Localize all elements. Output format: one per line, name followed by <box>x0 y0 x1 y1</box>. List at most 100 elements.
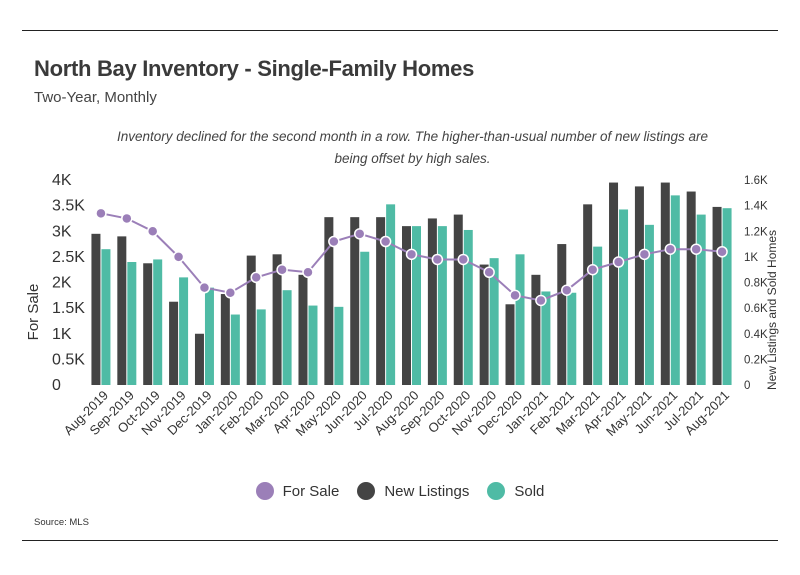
left-tick-label: 1K <box>52 326 72 343</box>
for-sale-point <box>483 266 495 278</box>
right-tick-label: 1.4K <box>744 201 768 213</box>
bar-sold <box>282 290 292 385</box>
bar-new-listings <box>660 182 670 385</box>
for-sale-point <box>509 289 521 302</box>
bar-new-listings <box>557 244 567 385</box>
bar-new-listings <box>609 182 619 385</box>
bar-new-listings <box>246 255 256 385</box>
bar-sold <box>463 229 473 385</box>
left-tick-label: 1.5K <box>52 300 85 317</box>
bar-sold <box>670 195 680 385</box>
for-sale-point <box>638 248 651 261</box>
for-sale-point <box>586 263 599 276</box>
bar-sold <box>696 214 706 385</box>
right-tick-label: 0.4K <box>744 329 768 341</box>
legend-swatch-sold <box>487 482 506 500</box>
for-sale-point <box>431 253 444 266</box>
bar-sold <box>308 305 318 385</box>
bar-new-listings <box>169 301 179 385</box>
left-tick-label: 0.5K <box>52 351 85 368</box>
for-sale-point <box>353 228 366 240</box>
bar-new-listings <box>91 233 101 385</box>
bar-new-listings <box>117 236 127 385</box>
bar-new-listings <box>583 204 593 385</box>
legend-item-sold: Sold <box>487 482 544 500</box>
bar-sold <box>101 249 111 385</box>
bar-sold <box>489 258 499 385</box>
legend-label-sold: Sold <box>514 482 545 500</box>
chart-annotation: Inventory declined for the second month … <box>116 129 709 166</box>
source-note: Source: MLS <box>34 517 89 528</box>
for-sale-point <box>379 235 392 248</box>
bar-sold <box>386 204 396 385</box>
right-tick-label: 1.6K <box>744 175 768 187</box>
bar-new-listings <box>505 304 515 385</box>
for-sale-point <box>535 294 547 307</box>
right-tick-label: 0.6K <box>744 303 768 315</box>
for-sale-point <box>250 271 262 284</box>
for-sale-point <box>146 225 159 237</box>
bar-sold <box>256 309 266 385</box>
legend-label-new-listings: New Listings <box>384 482 470 500</box>
bar-sold <box>567 292 577 385</box>
bar-new-listings <box>634 186 644 385</box>
right-tick-label: 1.2K <box>744 226 768 238</box>
bar-new-listings <box>350 217 360 385</box>
bar-sold <box>437 226 447 385</box>
left-axis-title: For Sale <box>25 284 42 341</box>
bar-sold <box>204 287 214 385</box>
for-sale-point <box>328 235 340 248</box>
chart-title: North Bay Inventory - Single-Family Home… <box>34 56 475 81</box>
bar-sold <box>179 277 189 385</box>
for-sale-point <box>664 243 677 255</box>
bar-sold <box>334 306 344 385</box>
bar-series <box>91 182 732 385</box>
for-sale-point <box>198 281 211 294</box>
left-axis-ticks: 0 0.5K 1K 1.5K 2K 2.5K 3K 3.5K 4K <box>52 172 85 394</box>
for-sale-point <box>457 253 470 266</box>
left-tick-label: 3K <box>52 223 72 240</box>
left-tick-label: 4K <box>52 172 72 189</box>
bar-new-listings <box>194 333 204 385</box>
bar-new-listings <box>402 226 411 385</box>
left-tick-label: 3.5K <box>52 198 85 215</box>
bar-new-listings <box>376 217 386 385</box>
bar-sold <box>722 208 732 385</box>
for-sale-point <box>561 284 573 296</box>
bar-new-listings <box>712 206 722 385</box>
left-tick-label: 2K <box>52 275 72 292</box>
bar-new-listings <box>427 218 437 385</box>
for-sale-point <box>302 266 314 278</box>
for-sale-point <box>690 243 702 255</box>
legend-swatch-for-sale <box>255 482 274 500</box>
legend-item-new-listings: New Listings <box>357 482 469 500</box>
chart-subtitle: Two-Year, Monthly <box>34 89 157 106</box>
bar-sold <box>619 209 629 385</box>
bar-sold <box>360 251 370 385</box>
left-tick-label: 0 <box>52 377 61 394</box>
legend-swatch-new-listings <box>357 482 376 500</box>
bar-sold <box>412 226 421 385</box>
for-sale-point <box>95 207 107 220</box>
bar-sold <box>230 314 240 385</box>
bar-new-listings <box>686 191 696 385</box>
bottom-rule <box>22 540 778 541</box>
chart-legend: For Sale New Listings Sold <box>0 482 800 500</box>
x-axis-ticks: Aug-2019Sep-2019Oct-2019Nov-2019Dec-2019… <box>61 388 733 439</box>
bar-sold <box>644 224 654 385</box>
for-sale-point <box>121 212 133 225</box>
left-tick-label: 2.5K <box>52 249 85 266</box>
bar-new-listings <box>531 274 541 385</box>
bar-new-listings <box>143 263 153 385</box>
right-tick-label: 0.8K <box>744 278 768 290</box>
for-sale-line-series <box>95 207 728 307</box>
right-tick-label: 0.2K <box>744 354 768 366</box>
right-tick-label: 0 <box>744 380 750 392</box>
right-axis-ticks: 0 0.2K 0.4K 0.6K 0.8K 1K 1.2K 1.4K 1.6K <box>744 175 768 392</box>
bar-new-listings <box>453 214 463 385</box>
bar-sold <box>541 291 551 385</box>
top-rule <box>22 30 778 31</box>
right-axis-title: New Listings and Sold Homes <box>765 230 779 390</box>
for-sale-point <box>276 263 288 276</box>
